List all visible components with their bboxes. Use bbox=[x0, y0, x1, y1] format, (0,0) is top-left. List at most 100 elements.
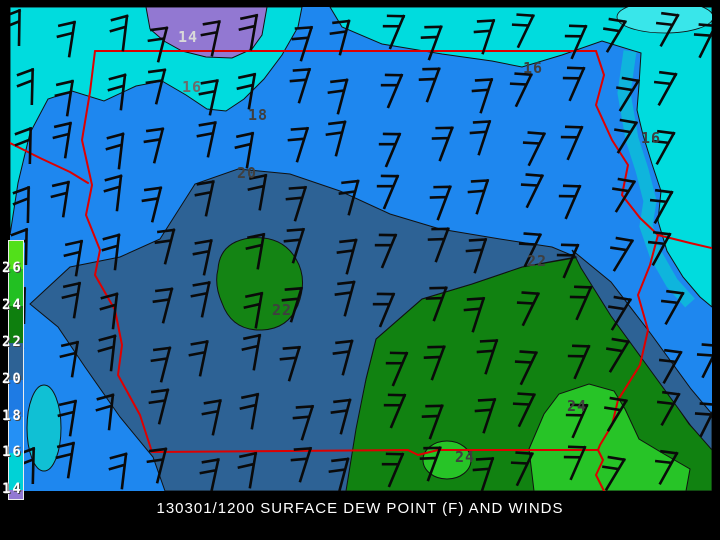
wind-barb-icon bbox=[336, 238, 358, 275]
wind-barb-icon bbox=[604, 396, 629, 432]
wind-barb-icon bbox=[423, 345, 446, 381]
wind-barb-icon bbox=[655, 11, 680, 48]
wind-barb-icon bbox=[99, 292, 119, 330]
wind-barb-icon bbox=[473, 18, 496, 55]
wind-barb-icon bbox=[332, 339, 354, 376]
wind-barb-icon bbox=[152, 287, 174, 324]
wind-barb-icon bbox=[334, 280, 356, 317]
wind-barb-icon bbox=[431, 126, 454, 162]
wind-barb-icon bbox=[63, 239, 84, 277]
wind-barb-icon bbox=[287, 126, 310, 163]
wind-barb-icon bbox=[188, 340, 209, 377]
wind-barb-icon bbox=[382, 14, 406, 50]
wind-barb-icon bbox=[109, 14, 129, 52]
wind-barb-icon bbox=[471, 77, 494, 114]
wind-barb-icon bbox=[236, 72, 257, 110]
wind-barb-icon bbox=[510, 451, 534, 487]
wind-barb-icon bbox=[237, 451, 258, 489]
wind-barb-icon bbox=[147, 26, 169, 63]
colorbar-tick-label: 26 bbox=[2, 260, 23, 276]
wind-barb-icon bbox=[292, 404, 315, 441]
wind-barb-icon bbox=[198, 79, 219, 116]
wind-barb-icon bbox=[372, 292, 396, 328]
wind-barb-icon bbox=[148, 388, 170, 425]
wind-barb-icon bbox=[239, 392, 260, 430]
contour-value-label: 16 bbox=[182, 78, 202, 96]
wind-barb-icon bbox=[558, 184, 582, 220]
border-west-missouri-river bbox=[81, 50, 153, 453]
wind-barb-icon bbox=[647, 230, 672, 267]
wind-barb-icon bbox=[649, 188, 674, 225]
colorbar-segment bbox=[9, 417, 23, 453]
wind-barb-icon bbox=[103, 174, 123, 212]
wind-barb-icon bbox=[696, 343, 712, 379]
wind-barb-icon bbox=[101, 233, 121, 271]
border-east-mississippi-river bbox=[595, 50, 659, 451]
contour-value-label: 22 bbox=[527, 252, 547, 270]
colorbar-segment bbox=[9, 343, 23, 380]
wind-barb-icon bbox=[569, 285, 593, 321]
wind-barb-icon bbox=[606, 337, 631, 373]
wind-barb-icon bbox=[465, 237, 488, 274]
wind-barb-icon bbox=[463, 296, 486, 333]
wind-barb-icon bbox=[52, 121, 73, 159]
wind-barb-icon bbox=[328, 457, 350, 491]
wind-barb-icon bbox=[420, 25, 443, 61]
wind-barb-icon bbox=[514, 350, 538, 386]
wind-barb-icon bbox=[238, 13, 259, 51]
map-caption: 130301/1200 SURFACE DEW POINT (F) AND WI… bbox=[156, 500, 564, 517]
contour-value-label: 20 bbox=[237, 164, 257, 182]
wind-barb-icon bbox=[469, 119, 492, 156]
wind-barb-icon bbox=[429, 185, 452, 221]
wind-barb-icon bbox=[143, 127, 165, 164]
colorbar-tick-label: 18 bbox=[2, 408, 23, 424]
wind-barb-icon bbox=[612, 177, 637, 213]
wind-barb-icon bbox=[660, 289, 685, 326]
wind-barb-icon bbox=[516, 291, 541, 327]
wind-barb-icon bbox=[616, 76, 641, 112]
colorbar-legend bbox=[8, 240, 24, 500]
wind-barb-icon bbox=[245, 232, 266, 270]
wind-barb-icon bbox=[200, 20, 221, 57]
wind-barb-icon bbox=[196, 121, 217, 158]
wind-barb-icon bbox=[418, 67, 441, 103]
wind-barb-icon bbox=[518, 232, 543, 268]
colorbar-segment bbox=[9, 490, 23, 499]
wind-barb-icon bbox=[512, 392, 536, 428]
wind-barb-icon bbox=[146, 447, 168, 484]
colorbar-tick-label: 24 bbox=[2, 297, 23, 313]
wind-barb-icon bbox=[563, 445, 587, 481]
wind-barb-icon bbox=[10, 8, 22, 47]
wind-barb-icon bbox=[467, 178, 490, 215]
wind-barb-icon bbox=[108, 452, 128, 490]
caption-bar: 130301/1200 SURFACE DEW POINT (F) AND WI… bbox=[0, 491, 720, 540]
wind-barb-icon bbox=[107, 73, 127, 111]
contour-value-label: 18 bbox=[248, 106, 268, 124]
wind-barb-icon bbox=[330, 398, 352, 435]
wind-barb-icon bbox=[54, 79, 75, 117]
wind-barb-icon bbox=[651, 129, 676, 166]
wind-barb-icon bbox=[141, 186, 163, 223]
wind-barb-icon bbox=[243, 291, 264, 329]
wind-barb-icon bbox=[608, 295, 633, 331]
contour-value-label: 24 bbox=[567, 397, 587, 415]
wind-barb-icon bbox=[419, 446, 442, 482]
wind-barbs-layer bbox=[10, 8, 712, 491]
wind-barb-icon bbox=[427, 227, 450, 263]
wind-barb-icon bbox=[564, 24, 588, 60]
wind-barb-icon bbox=[16, 67, 35, 106]
colorbar-segment bbox=[9, 453, 23, 490]
wind-barb-icon bbox=[472, 456, 495, 491]
wind-barb-icon bbox=[329, 19, 351, 56]
wind-barb-icon bbox=[693, 23, 712, 59]
wind-barb-icon bbox=[421, 404, 444, 440]
wind-barb-icon bbox=[603, 17, 628, 53]
colorbar-tick-label: 20 bbox=[2, 371, 23, 387]
border-nebraska-sd-spur bbox=[10, 142, 89, 184]
border-southeast-spur bbox=[595, 449, 605, 491]
wind-barb-icon bbox=[378, 132, 402, 168]
wind-barb-icon bbox=[325, 120, 347, 157]
wind-barb-icon bbox=[474, 397, 497, 434]
wind-barb-icon bbox=[658, 348, 683, 385]
wind-barb-icon bbox=[381, 452, 405, 488]
